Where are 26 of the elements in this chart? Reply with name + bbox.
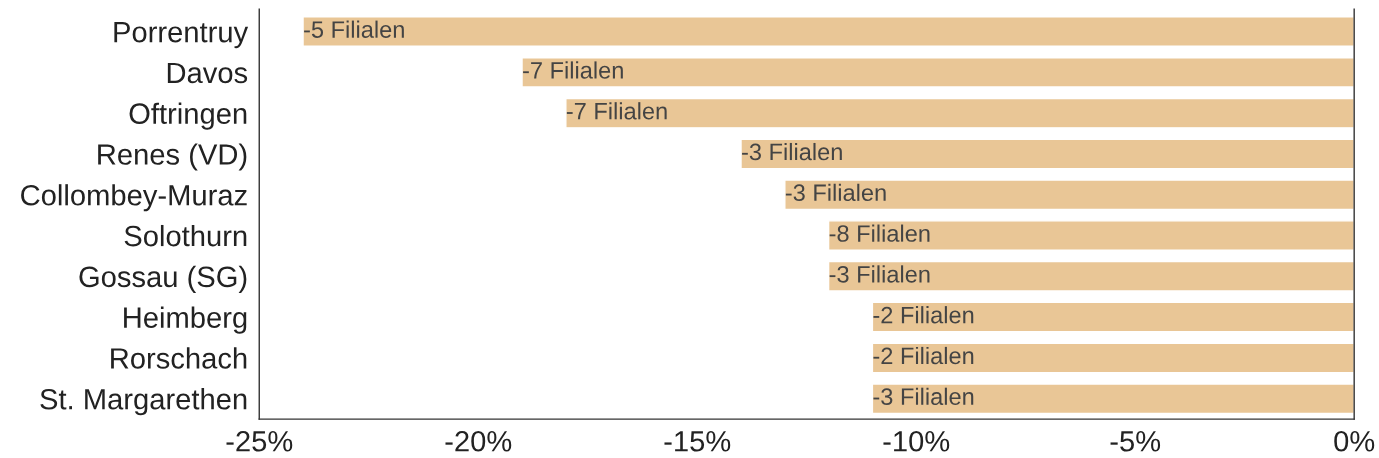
y-tick-label: Solothurn: [124, 224, 247, 247]
y-tick-label: Renes (VD): [98, 143, 247, 171]
y-tick-label: Oftringen: [129, 102, 247, 130]
y-tick-label: Gossau (SG): [79, 265, 247, 293]
annotation: -2 Filialen: [873, 346, 974, 365]
x-tick-label: -10%: [883, 430, 950, 452]
y-tick-label: Davos: [167, 62, 248, 84]
annotation: -3 Filialen: [785, 183, 886, 202]
x-tick-label: -25%: [226, 430, 293, 452]
annotation: -3 Filialen: [829, 265, 930, 283]
annotation: -8 Filialen: [829, 224, 930, 242]
annotation: -7 Filialen: [566, 102, 667, 120]
x-tick-label: -15%: [664, 431, 731, 452]
x-tick-label: -5%: [1110, 431, 1161, 452]
x-tick-label: 0%: [1334, 430, 1375, 452]
y-tick-label: St. Margarethen: [40, 388, 247, 416]
y-tick-label: Rorschach: [111, 347, 247, 369]
y-tick-label: Collombey-Muraz: [21, 184, 247, 212]
x-tick-label: -20%: [445, 430, 512, 452]
annotation: -2 Filialen: [873, 306, 974, 324]
y-tick-label: Porrentruy: [114, 22, 249, 49]
annotation: -3 Filialen: [742, 142, 842, 161]
annotation: -5 Filialen: [304, 20, 404, 38]
annotation: -7 Filialen: [523, 61, 623, 79]
annotation: -3 Filialen: [873, 387, 974, 406]
y-tick-label: Heimberg: [124, 306, 247, 334]
